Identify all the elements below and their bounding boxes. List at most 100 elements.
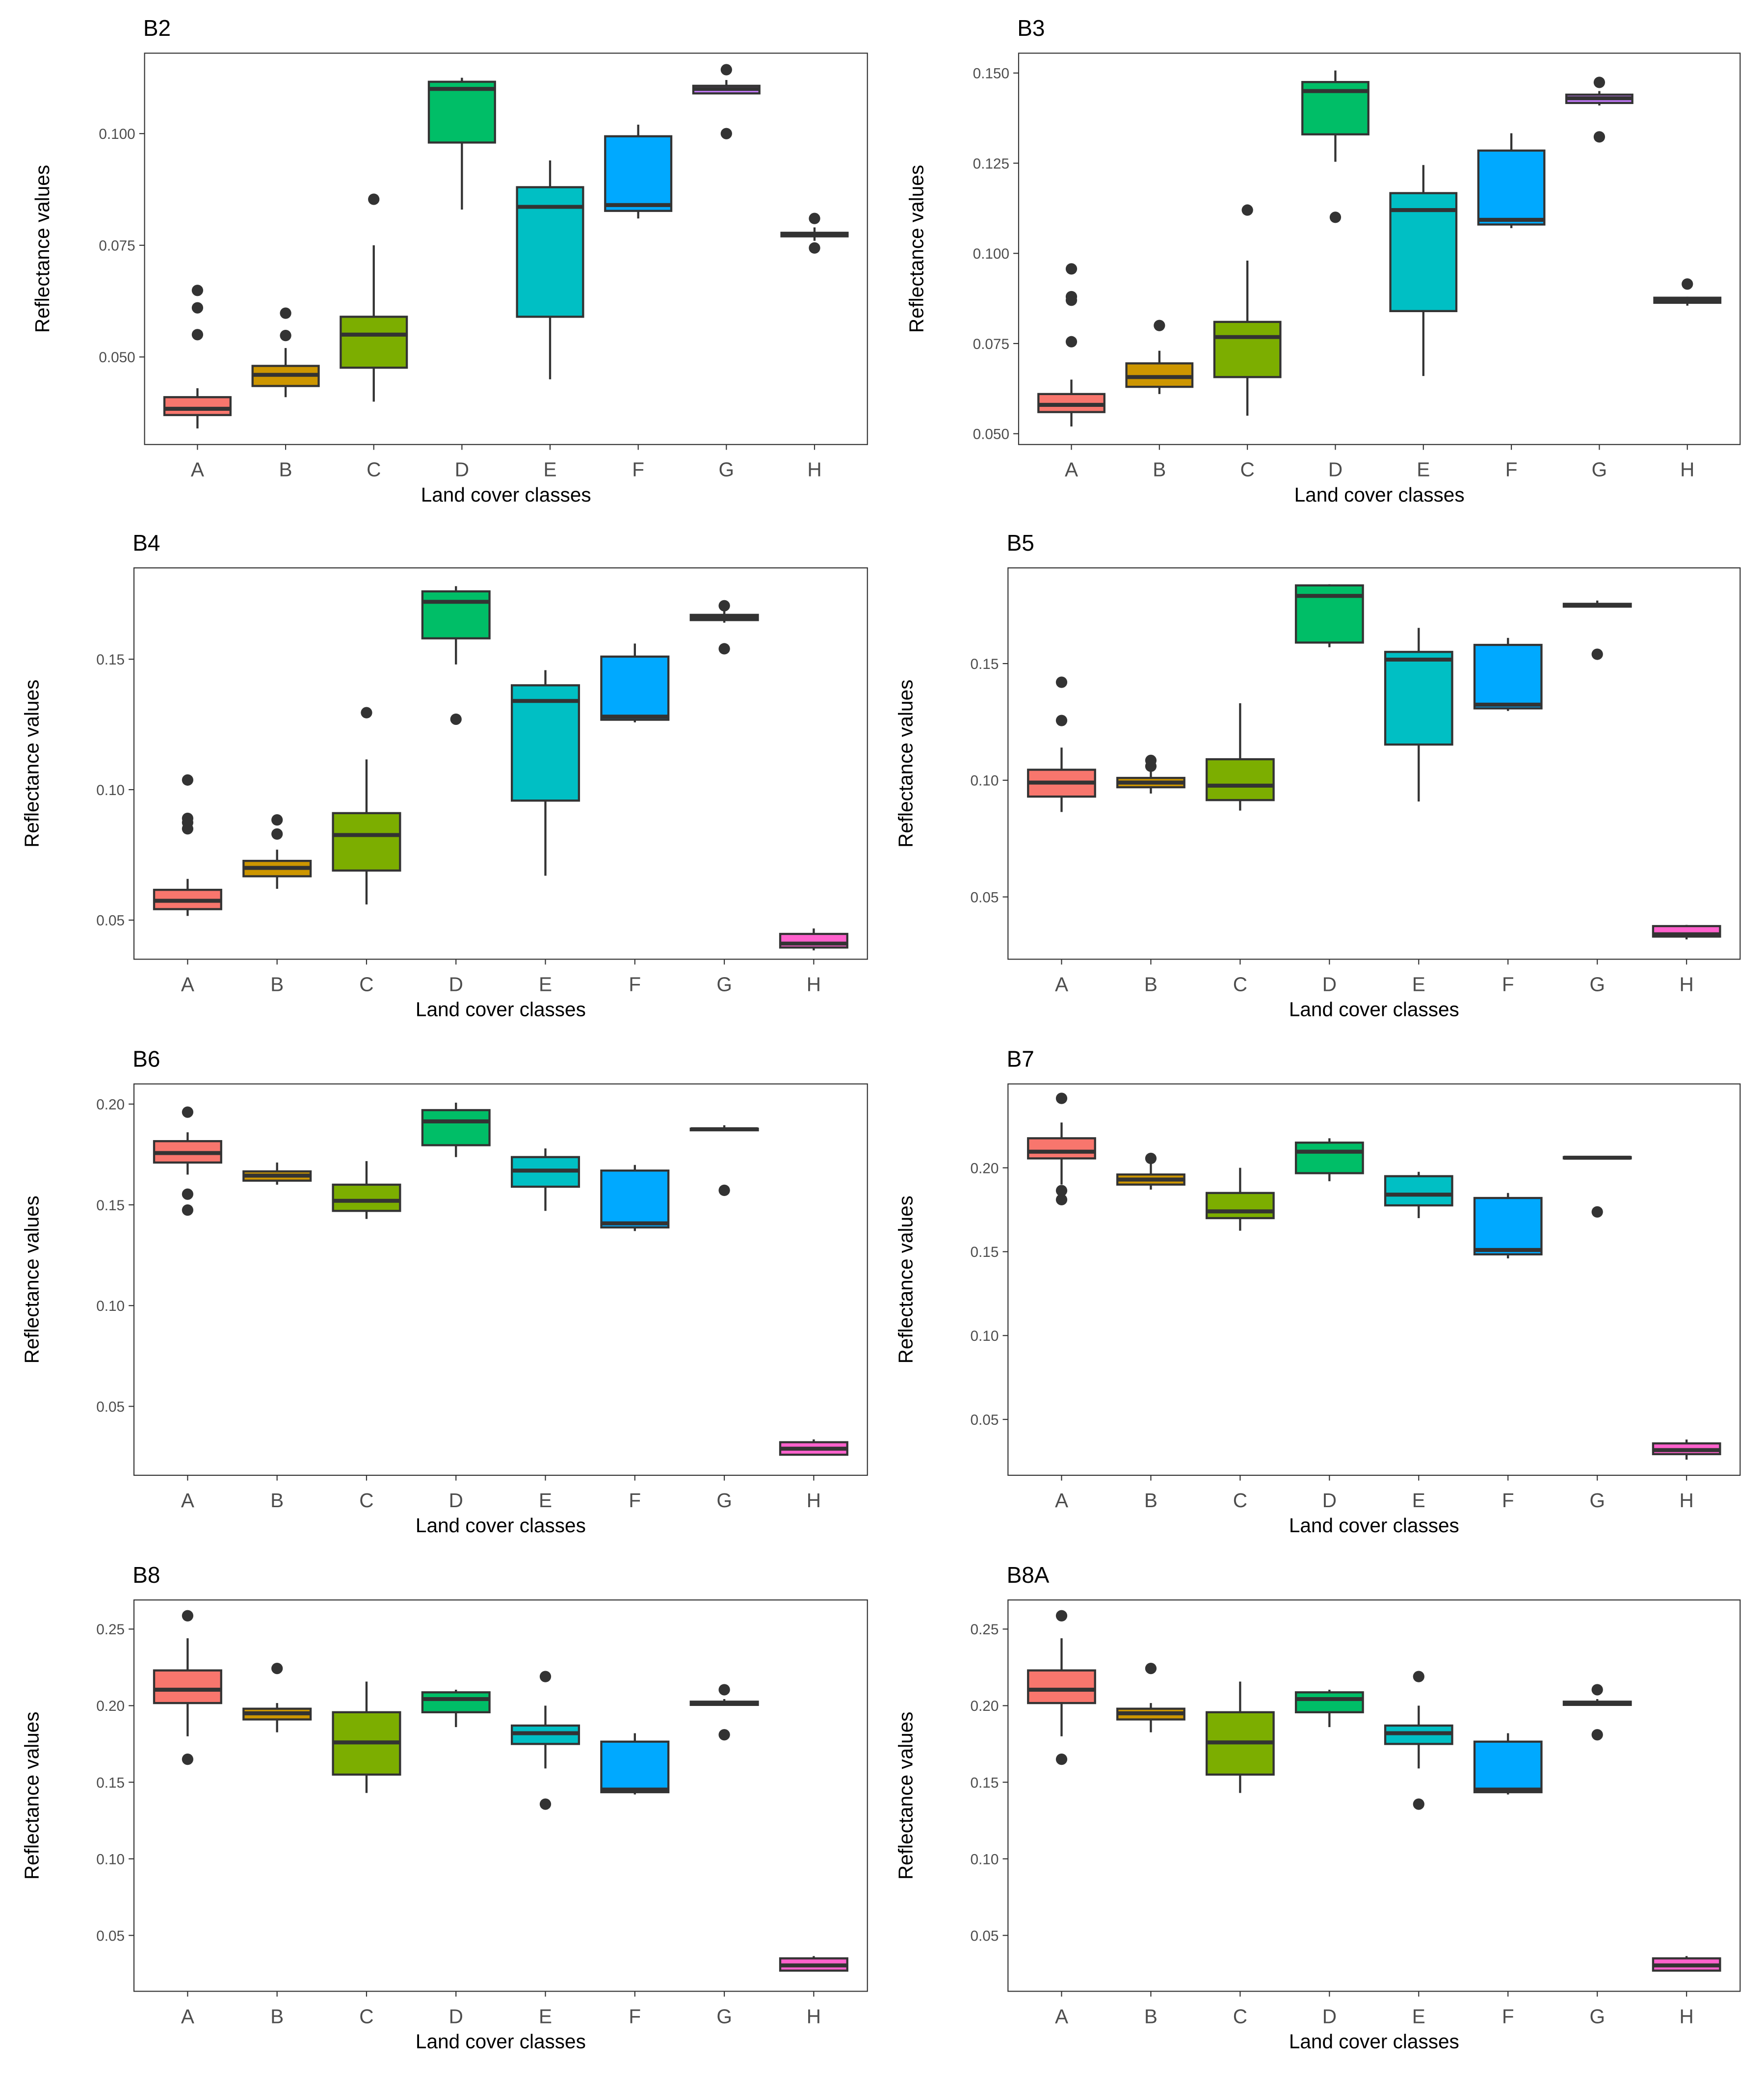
panel-b3: B3 0.050 0.075 0.100 0.125 0.150 A B C D E F G H Land … [905, 15, 1741, 506]
x-tick-label: F [1502, 973, 1514, 995]
y-tick-label: 0.10 [96, 1851, 125, 1867]
x-tick-label: A [1055, 1489, 1068, 1512]
panel-title: B8 [132, 1562, 160, 1588]
outlier-point-G [720, 128, 732, 139]
x-tick-label: E [1412, 1489, 1425, 1512]
y-tick-label: 0.075 [99, 238, 135, 254]
panel-b4: B4 0.05 0.10 0.15 A B C D E F G H Land cover classes… [20, 530, 868, 1021]
y-tick-label: 0.05 [96, 1399, 125, 1415]
y-tick-label: 0.05 [971, 1928, 999, 1944]
outlier-point-A [182, 1204, 193, 1216]
y-tick-label: 0.15 [971, 656, 999, 672]
y-axis-label: Reflectance values [905, 165, 927, 333]
y-tick-label: 0.050 [973, 426, 1009, 443]
box-F [600, 1740, 670, 1793]
box-D [421, 1109, 491, 1146]
x-tick-label: C [1233, 973, 1247, 995]
box-C [332, 812, 401, 872]
y-tick-label: 0.100 [99, 126, 135, 142]
x-tick-label: H [807, 458, 821, 481]
panel-b6: B6 0.05 0.10 0.15 0.20 A B C D E F G H Land cover cla… [20, 1046, 868, 1537]
y-tick-label: 0.05 [971, 889, 999, 905]
x-axis-label: Land cover classes [1289, 1514, 1459, 1537]
x-tick-label: D [449, 1489, 463, 1512]
x-tick-label: H [1680, 1489, 1694, 1512]
outlier-point-H [809, 213, 820, 224]
outlier-point-A [1055, 1754, 1068, 1765]
plot-area [133, 1599, 868, 1992]
panel-title: B5 [1007, 530, 1034, 556]
outlier-point-B [280, 330, 291, 342]
x-tick-label: B [279, 458, 292, 481]
outlier-point-E [539, 1798, 552, 1810]
y-tick-label: 0.25 [96, 1622, 125, 1638]
x-tick-label: A [181, 1489, 194, 1512]
panel-b2: B2 0.050 0.075 0.100 A B C D E F G H Land cover clas… [31, 15, 868, 506]
box-C [340, 316, 408, 369]
box-A [153, 1669, 222, 1704]
x-tick-label: F [629, 2005, 641, 2027]
x-tick-label: C [1233, 2005, 1247, 2027]
x-tick-label: D [449, 973, 463, 995]
box-D [427, 80, 496, 144]
outlier-point-A [182, 1106, 193, 1118]
box-F [1473, 643, 1543, 710]
outlier-point-C [368, 193, 380, 205]
y-tick-label: 0.100 [973, 246, 1009, 262]
x-tick-label: B [270, 1489, 284, 1512]
x-tick-label: F [629, 973, 641, 995]
x-tick-label: G [716, 2005, 732, 2027]
box-F [1477, 149, 1546, 226]
outlier-point-D [450, 713, 462, 725]
x-tick-label: C [359, 973, 373, 995]
y-tick-label: 0.20 [971, 1698, 999, 1714]
outlier-point-A [182, 823, 193, 835]
outlier-point-G [1593, 131, 1606, 143]
y-tick-label: 0.15 [96, 652, 125, 668]
x-axis-label: Land cover classes [416, 2030, 586, 2053]
panel-b5: B5 0.05 0.10 0.15 A B C D E F G H Land cover classes… [895, 530, 1741, 1021]
y-tick-label: 0.10 [971, 773, 999, 789]
outlier-point-D [1329, 212, 1342, 223]
outlier-point-G [1591, 648, 1603, 660]
box-F [1473, 1197, 1543, 1256]
plot-area [1007, 1599, 1741, 1992]
x-tick-label: G [1589, 1489, 1605, 1512]
x-tick-label: C [359, 2005, 373, 2027]
box-F [600, 1170, 670, 1229]
y-tick-label: 0.10 [971, 1851, 999, 1867]
box-E [1384, 651, 1453, 746]
y-tick-label: 0.15 [971, 1775, 999, 1791]
y-axis-label: Reflectance values [895, 680, 917, 848]
x-tick-label: B [270, 973, 284, 995]
outlier-point-A [191, 329, 204, 341]
x-tick-label: F [1505, 458, 1518, 481]
x-tick-label: G [1592, 458, 1607, 481]
outlier-point-A [1065, 294, 1078, 306]
x-tick-label: E [539, 2005, 552, 2027]
x-tick-label: E [539, 973, 552, 995]
y-axis-label: Reflectance values [20, 1712, 43, 1880]
x-tick-label: G [1589, 2005, 1605, 2027]
outlier-point-G [1591, 1684, 1603, 1696]
box-C [1205, 1192, 1275, 1220]
y-tick-label: 0.20 [96, 1096, 125, 1113]
outlier-point-B [1154, 319, 1165, 331]
panel-title: B8A [1007, 1562, 1050, 1588]
y-axis-label: Reflectance values [20, 1196, 43, 1363]
x-tick-label: B [1153, 458, 1166, 481]
y-tick-label: 0.25 [971, 1622, 999, 1638]
box-F [600, 655, 670, 721]
y-tick-label: 0.05 [971, 1412, 999, 1428]
x-tick-label: C [1233, 1489, 1247, 1512]
x-axis-label: Land cover classes [416, 998, 586, 1021]
x-tick-label: G [716, 1489, 732, 1512]
x-tick-label: C [367, 458, 381, 481]
y-axis-label: Reflectance values [20, 680, 43, 848]
outlier-point-E [1413, 1798, 1424, 1810]
outlier-point-B [280, 307, 291, 319]
y-tick-label: 0.05 [96, 1928, 125, 1944]
x-tick-label: E [1412, 973, 1425, 995]
x-tick-label: D [1322, 973, 1337, 995]
